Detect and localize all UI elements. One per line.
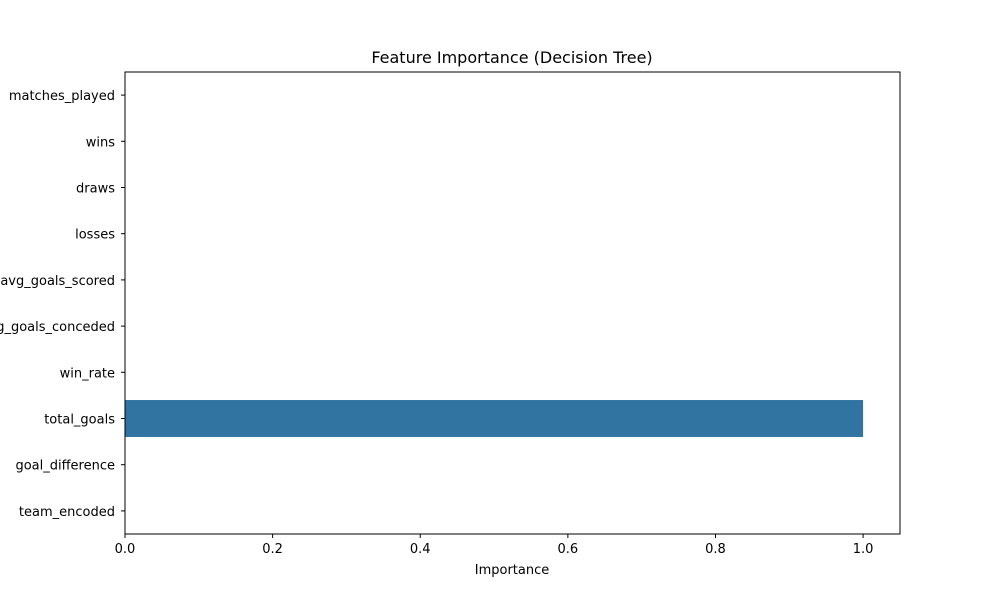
y-tick-label: avg_goals_scored — [0, 274, 115, 289]
x-axis-ticks: 0.0 0.2 0.4 0.6 0.8 1.0 — [115, 534, 874, 557]
x-tick-label: 0.6 — [558, 542, 579, 557]
y-tick-label: matches_played — [9, 89, 115, 104]
y-tick-label: avg_goals_conceded — [0, 320, 115, 335]
y-tick-label: team_encoded — [19, 505, 115, 520]
x-tick-label: 0.2 — [262, 542, 283, 557]
y-tick-label: win_rate — [60, 366, 115, 381]
x-tick-label: 0.4 — [410, 542, 431, 557]
y-tick-label: goal_difference — [15, 459, 115, 474]
bars-group — [125, 400, 864, 437]
x-tick-label: 0.8 — [705, 542, 726, 557]
y-tick-label: wins — [86, 135, 115, 150]
plot-frame — [124, 71, 901, 535]
x-tick-label: 0.0 — [115, 542, 136, 557]
y-tick-label: total_goals — [44, 413, 115, 428]
x-tick-label: 1.0 — [853, 542, 874, 557]
chart-title: Feature Importance (Decision Tree) — [371, 48, 652, 67]
x-axis-label: Importance — [475, 563, 550, 578]
bar-total_goals — [125, 400, 864, 437]
y-tick-label: losses — [75, 228, 115, 243]
y-tick-label: draws — [76, 182, 115, 197]
